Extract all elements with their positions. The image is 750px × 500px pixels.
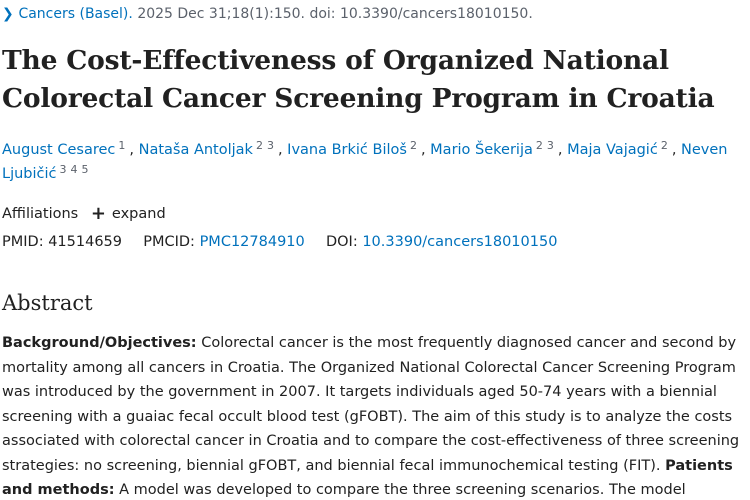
journal-link[interactable]: Cancers (Basel). — [18, 6, 133, 22]
affiliation-ref[interactable]: 2 — [255, 139, 263, 152]
author-affiliation-refs: 2 — [410, 139, 421, 152]
author-link[interactable]: Nataša Antoljak — [138, 142, 253, 158]
expand-label: expand — [111, 206, 166, 222]
doi-label: DOI: — [325, 234, 358, 250]
affiliation-ref[interactable]: 3 — [266, 139, 274, 152]
author: Neven Ljubičić 3 4 5 — [2, 142, 728, 182]
affiliation-ref[interactable]: 4 — [70, 163, 78, 176]
background-text: Colorectal cancer is the most frequently… — [2, 335, 740, 474]
patients-methods-label: Patients and methods: — [2, 457, 733, 499]
affiliation-ref[interactable]: 2 — [409, 139, 417, 152]
affiliation-ref[interactable]: 5 — [81, 163, 89, 176]
author-list: August Cesarec 1, Nataša Antoljak 2 3, Ivan… — [2, 139, 728, 182]
affiliations-label: Affiliations — [2, 206, 79, 222]
author: Ivana Brkić Biloš 2 — [287, 139, 421, 158]
identifiers-row: PMID: 41514659 PMCID: PMC12784910 DOI: 1… — [2, 232, 557, 252]
pmid-label: PMID: — [2, 234, 44, 250]
patients-methods-text: A model was developed to compare the thr… — [114, 482, 686, 498]
affiliation-ref[interactable]: 2 — [535, 139, 543, 152]
chevron-right-icon[interactable]: ❯ — [2, 6, 14, 22]
author-link[interactable]: Maja Vajagić — [567, 142, 658, 158]
pmcid-link[interactable]: PMC12784910 — [199, 234, 305, 250]
doi-link[interactable]: 10.3390/cancers18010150 — [362, 234, 558, 250]
author-link[interactable]: Neven Ljubičić — [2, 142, 728, 182]
pmcid-label: PMCID: — [143, 234, 195, 250]
author-link[interactable]: Ivana Brkić Biloš — [287, 142, 407, 158]
pmid-value: 41514659 — [48, 234, 123, 250]
affiliation-ref[interactable]: 3 — [546, 139, 554, 152]
affiliations-expand-button[interactable]: + expand — [90, 203, 166, 224]
author-affiliation-refs: 1 — [118, 139, 129, 152]
affiliation-ref[interactable]: 3 — [59, 163, 67, 176]
author: August Cesarec 1 — [2, 139, 129, 158]
abstract-text: Background/Objectives: Colorectal cancer… — [2, 331, 742, 500]
citation-line: ❯ Cancers (Basel). 2025 Dec 31;18(1):150… — [2, 4, 533, 24]
affiliations-row: Affiliations + expand — [2, 204, 166, 224]
affiliation-ref[interactable]: 1 — [118, 139, 126, 152]
author-link[interactable]: August Cesarec — [2, 142, 116, 158]
author: Maja Vajagić 2 — [567, 139, 672, 158]
affiliation-ref[interactable]: 2 — [660, 139, 668, 152]
author: Mario Šekerija 2 3 — [430, 139, 558, 158]
abstract-heading: Abstract — [2, 291, 93, 315]
author-affiliation-refs: 2 — [661, 139, 672, 152]
author: Nataša Antoljak 2 3 — [138, 139, 278, 158]
background-label: Background/Objectives: — [2, 335, 197, 351]
plus-icon: + — [90, 203, 106, 224]
author-link[interactable]: Mario Šekerija — [430, 142, 533, 158]
article-title: The Cost-Effectiveness of Organized Nati… — [2, 45, 715, 114]
citation-details: 2025 Dec 31;18(1):150. doi: 10.3390/canc… — [137, 6, 533, 22]
